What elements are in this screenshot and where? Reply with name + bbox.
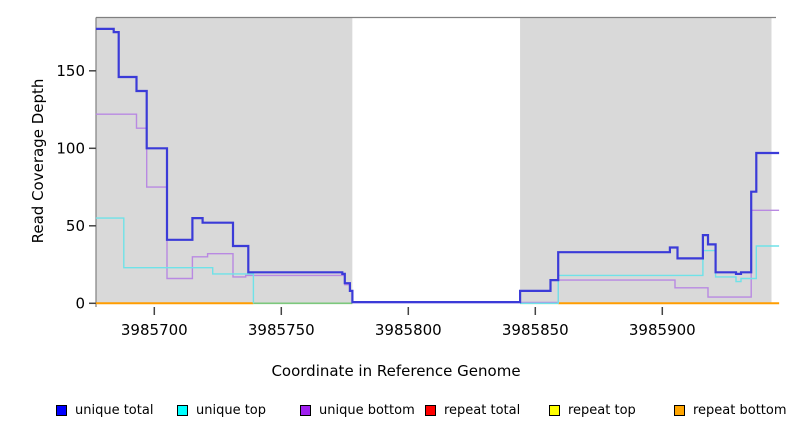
uncovered-gap	[352, 17, 521, 304]
legend-item-unique-bottom: unique bottom	[300, 401, 415, 419]
x-tick-label: 3985700	[121, 321, 188, 339]
series-unique-top	[95, 217, 780, 304]
legend-label: unique total	[75, 402, 154, 418]
legend-item-unique-top: unique top	[177, 401, 266, 419]
legend-label: repeat total	[444, 402, 521, 418]
legend-label: repeat top	[568, 402, 636, 418]
legend-item-repeat-total: repeat total	[425, 401, 520, 419]
legend-item-repeat-top: repeat top	[549, 401, 636, 419]
legend-item-repeat-bottom: repeat bottom	[674, 401, 787, 419]
covered-region-left	[95, 17, 353, 304]
legend-swatch	[56, 404, 67, 416]
legend-swatch	[549, 404, 560, 416]
legend-label: repeat bottom	[693, 402, 787, 418]
covered-region-right	[520, 17, 772, 304]
series-unique-total	[95, 27, 780, 304]
x-tick-label: 3985900	[629, 321, 696, 339]
x-tick-label: 3985850	[502, 321, 569, 339]
y-tick-label: 50	[66, 217, 85, 235]
legend-swatch	[425, 404, 436, 416]
x-tick-label: 3985750	[248, 321, 315, 339]
y-tick-label: 150	[56, 62, 85, 80]
legend-swatch	[674, 404, 685, 416]
chart-legend: unique total unique top unique bottom repea…	[0, 401, 792, 425]
y-axis-title: Read Coverage Depth	[29, 78, 47, 244]
legend-swatch	[177, 404, 188, 416]
legend-label: unique bottom	[319, 402, 415, 418]
legend-item-unique-total: unique total	[56, 401, 153, 419]
legend-label: unique top	[196, 402, 267, 418]
legend-swatch	[300, 404, 311, 416]
x-tick-label: 3985800	[375, 321, 442, 339]
y-tick-label: 0	[75, 294, 85, 312]
y-tick-label: 100	[56, 139, 85, 157]
x-axis-title: Coordinate in Reference Genome	[271, 362, 521, 380]
